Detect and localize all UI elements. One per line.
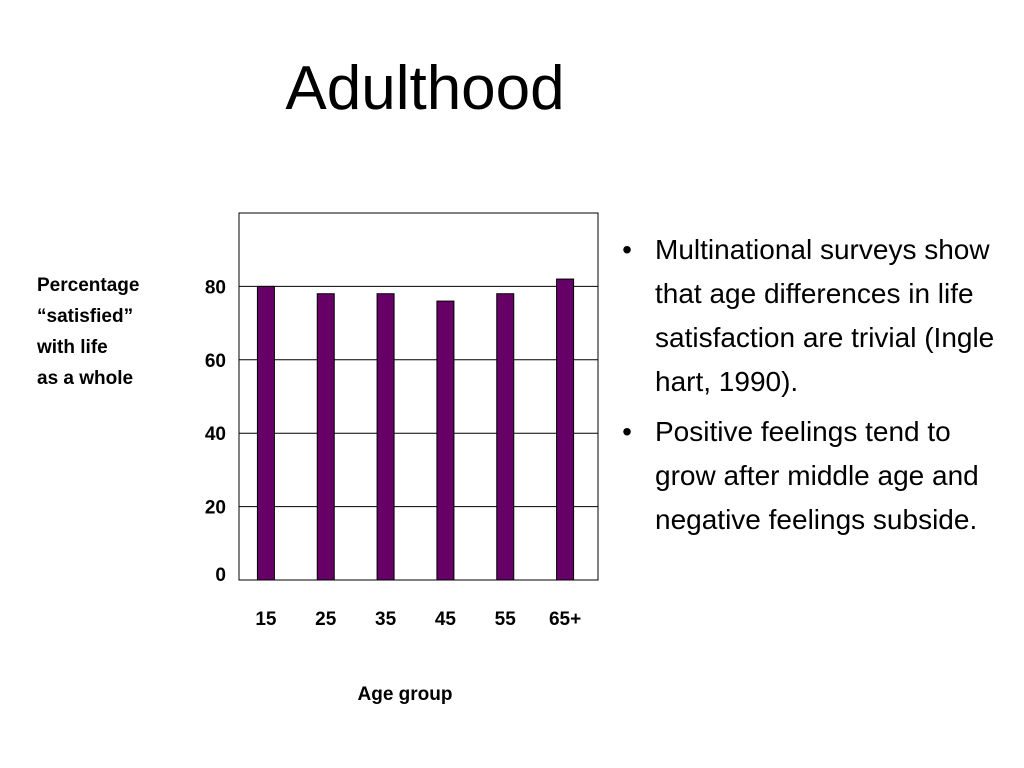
x-axis-label: Age group (357, 684, 453, 705)
bar (316, 293, 335, 581)
bar (556, 278, 575, 581)
y-tick-label: 0 (215, 565, 226, 586)
x-tick-label: 15 (255, 609, 277, 630)
y-tick-label: 20 (205, 498, 226, 519)
bar (376, 293, 395, 581)
y-tick-label: 80 (205, 277, 226, 298)
bullet-text: Multinational surveys show that age diff… (655, 234, 995, 397)
x-tick-label: 45 (435, 609, 457, 630)
x-tick-label: 35 (375, 609, 397, 630)
x-tick-label: 65+ (549, 609, 581, 630)
bar (256, 285, 275, 581)
x-tick-label: 25 (315, 609, 337, 630)
y-axis-label-line: Percentage (37, 275, 140, 296)
plot-area-border (238, 212, 599, 581)
bars (256, 278, 575, 581)
gridlines (239, 285, 598, 508)
y-tick-label: 60 (205, 351, 226, 372)
bullet-item: • Positive feelings tend to grow after m… (615, 410, 1005, 542)
y-axis-label-line: with life (37, 337, 108, 358)
bullet-text: Positive feelings tend to grow after mid… (655, 416, 979, 535)
bullet-item: • Multinational surveys show that age di… (615, 228, 1005, 404)
bullet-list: • Multinational surveys show that age di… (615, 228, 1005, 548)
bar (436, 300, 455, 581)
slide-title: Adulthood (285, 54, 565, 123)
x-tick-label: 55 (495, 609, 517, 630)
y-axis-label-line: as a whole (37, 368, 134, 389)
y-tick-labels: 0 20 40 60 80 (205, 277, 226, 586)
y-axis-label-line: “satisfied” (37, 306, 134, 327)
x-tick-labels: 15 25 35 45 55 65+ (255, 609, 581, 630)
bullet-marker: • (622, 416, 632, 447)
y-tick-label: 40 (205, 424, 226, 445)
bullet-marker: • (622, 234, 632, 265)
y-axis-label: Percentage “satisfied” with life as a wh… (37, 270, 197, 394)
bar (496, 293, 515, 581)
